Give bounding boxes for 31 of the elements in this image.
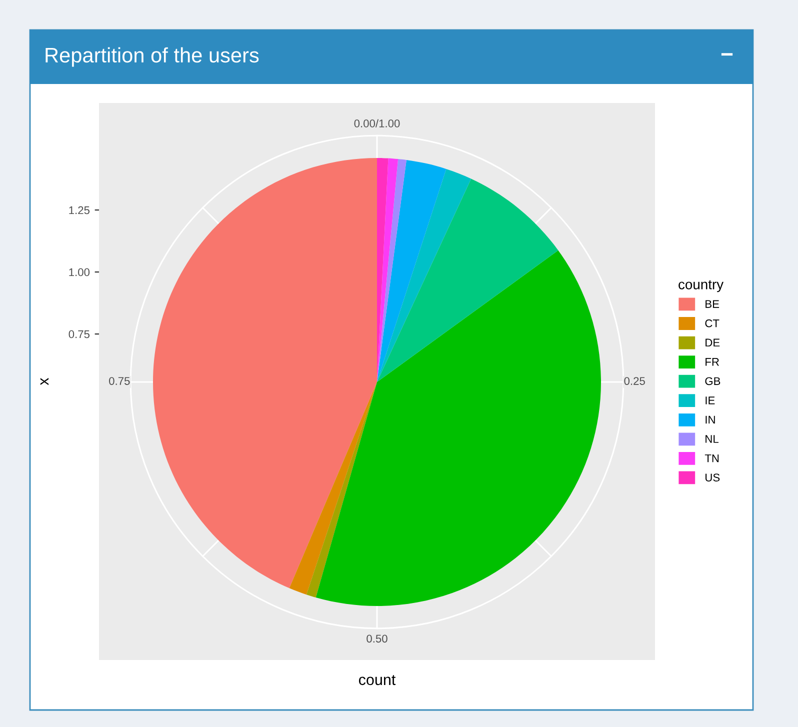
- pie-slice: [377, 168, 472, 382]
- text: 0.25: [624, 377, 645, 385]
- legend-label: TN: [704, 454, 719, 462]
- legend-title: country: [678, 280, 724, 292]
- legend-label: NL: [706, 435, 718, 443]
- pie-slice: [289, 382, 377, 595]
- chart-title: Repartition of the users: [46, 47, 259, 67]
- legend-label: GB: [705, 377, 720, 386]
- legend-label: BE: [706, 300, 720, 308]
- text: 1.00: [69, 268, 90, 276]
- text: 0.00/1.00: [354, 119, 400, 128]
- pie-slice: [377, 178, 558, 382]
- legend-label: IN: [706, 416, 715, 424]
- legend-label: US: [706, 474, 720, 482]
- pie-slice: [306, 382, 377, 598]
- pie-slice: [377, 158, 398, 382]
- pie-slice: [316, 250, 601, 606]
- text: −: [721, 53, 733, 56]
- text: 0.75: [68, 330, 90, 338]
- legend-label: CT: [705, 319, 720, 328]
- text: 0.50: [366, 634, 388, 643]
- legend-label: IE: [706, 396, 715, 404]
- legend-label: FR: [706, 358, 719, 366]
- text: count: [358, 675, 396, 686]
- text: 0.75: [109, 377, 130, 385]
- text: x: [40, 378, 49, 386]
- pie-slice: [377, 160, 446, 382]
- legend-label: DE: [706, 338, 720, 346]
- pie-slice: [377, 158, 406, 382]
- pie-slice: [153, 158, 377, 588]
- text: 1.25: [69, 206, 90, 214]
